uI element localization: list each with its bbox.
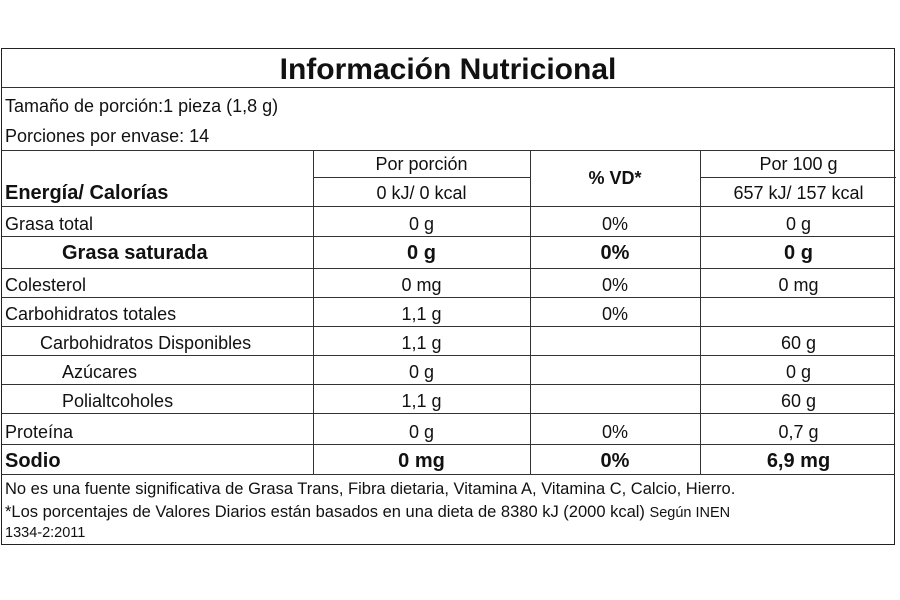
nutrient-vd: 0% xyxy=(600,242,630,264)
nutrient-per-100g: 60 g xyxy=(780,391,817,411)
title-divider xyxy=(2,87,894,88)
row-divider xyxy=(2,268,894,269)
footnote-inen-code: 1334-2:2011 xyxy=(5,525,86,541)
nutrient-label: Azúcares xyxy=(62,362,138,382)
energy-per-100g: 657 kJ/ 157 kcal xyxy=(733,183,864,203)
nutrient-label: Sodio xyxy=(5,450,61,472)
nutrient-per-100g: 0,7 g xyxy=(778,422,819,442)
serving-size: Tamaño de porción:1 pieza (1,8 g) xyxy=(5,96,279,116)
servings-per-container: Porciones por envase: 14 xyxy=(5,126,210,146)
nutrient-per-100g: 0 g xyxy=(785,214,812,234)
footnote-not-significant: No es una fuente significativa de Grasa … xyxy=(5,480,736,498)
nutrient-per-serving: 1,1 g xyxy=(401,391,442,411)
panel-title: Información Nutricional xyxy=(279,53,617,86)
nutrient-per-serving: 0 g xyxy=(408,362,435,382)
footnote-daily-values-text: *Los porcentajes de Valores Diarios está… xyxy=(5,503,645,521)
nutrient-vd: 0% xyxy=(601,304,628,324)
nutrient-per-serving: 0 g xyxy=(408,422,435,442)
header-subdivider-left xyxy=(313,177,530,178)
nutrient-per-serving: 1,1 g xyxy=(401,304,442,324)
row-divider xyxy=(2,355,894,356)
footnote-inen-label: Según INEN xyxy=(649,505,731,521)
row-divider xyxy=(2,413,894,414)
nutrient-per-serving: 0 mg xyxy=(398,450,445,472)
nutrient-per-100g: 6,9 mg xyxy=(766,450,831,472)
nutrition-facts-panel: Información Nutricional Tamaño de porció… xyxy=(1,48,896,545)
row-divider xyxy=(2,444,894,445)
nutrient-label: Carbohidratos Disponibles xyxy=(40,333,252,353)
row-divider xyxy=(2,236,894,237)
energy-label: Energía/ Calorías xyxy=(5,182,169,204)
column-divider xyxy=(530,150,531,474)
header-subdivider-right xyxy=(700,177,896,178)
header-per-serving: Por porción xyxy=(375,154,468,174)
header-vd: % VD* xyxy=(588,168,642,188)
row-divider xyxy=(2,297,894,298)
nutrient-label: Polialtcoholes xyxy=(62,391,174,411)
header-per-100g: Por 100 g xyxy=(759,154,838,174)
nutrient-per-100g: 0 mg xyxy=(778,275,819,295)
header-divider-top xyxy=(2,150,894,151)
nutrient-label: Grasa total xyxy=(5,214,94,234)
energy-divider xyxy=(2,206,894,207)
nutrient-per-100g: 0 g xyxy=(785,362,812,382)
nutrient-vd: 0% xyxy=(600,450,630,472)
nutrient-label: Carbohidratos totales xyxy=(5,304,177,324)
nutrient-per-serving: 1,1 g xyxy=(401,333,442,353)
nutrient-label: Grasa saturada xyxy=(62,242,208,264)
row-divider xyxy=(2,384,894,385)
nutrient-vd: 0% xyxy=(601,422,628,442)
nutrient-vd: 0% xyxy=(601,214,628,234)
nutrient-label: Colesterol xyxy=(5,275,87,295)
column-divider xyxy=(700,150,701,474)
nutrient-per-serving: 0 g xyxy=(408,214,435,234)
nutrient-per-100g: 0 g xyxy=(784,242,813,264)
nutrient-per-100g: 60 g xyxy=(780,333,817,353)
row-divider xyxy=(2,326,894,327)
energy-per-serving: 0 kJ/ 0 kcal xyxy=(376,183,467,203)
column-divider xyxy=(313,150,314,474)
footnote-daily-values: *Los porcentajes de Valores Diarios está… xyxy=(5,504,730,521)
nutrient-per-serving: 0 mg xyxy=(401,275,442,295)
nutrient-per-serving: 0 g xyxy=(407,242,436,264)
table-bottom-divider xyxy=(2,474,894,475)
nutrient-vd: 0% xyxy=(601,275,628,295)
nutrient-label: Proteína xyxy=(5,422,74,442)
